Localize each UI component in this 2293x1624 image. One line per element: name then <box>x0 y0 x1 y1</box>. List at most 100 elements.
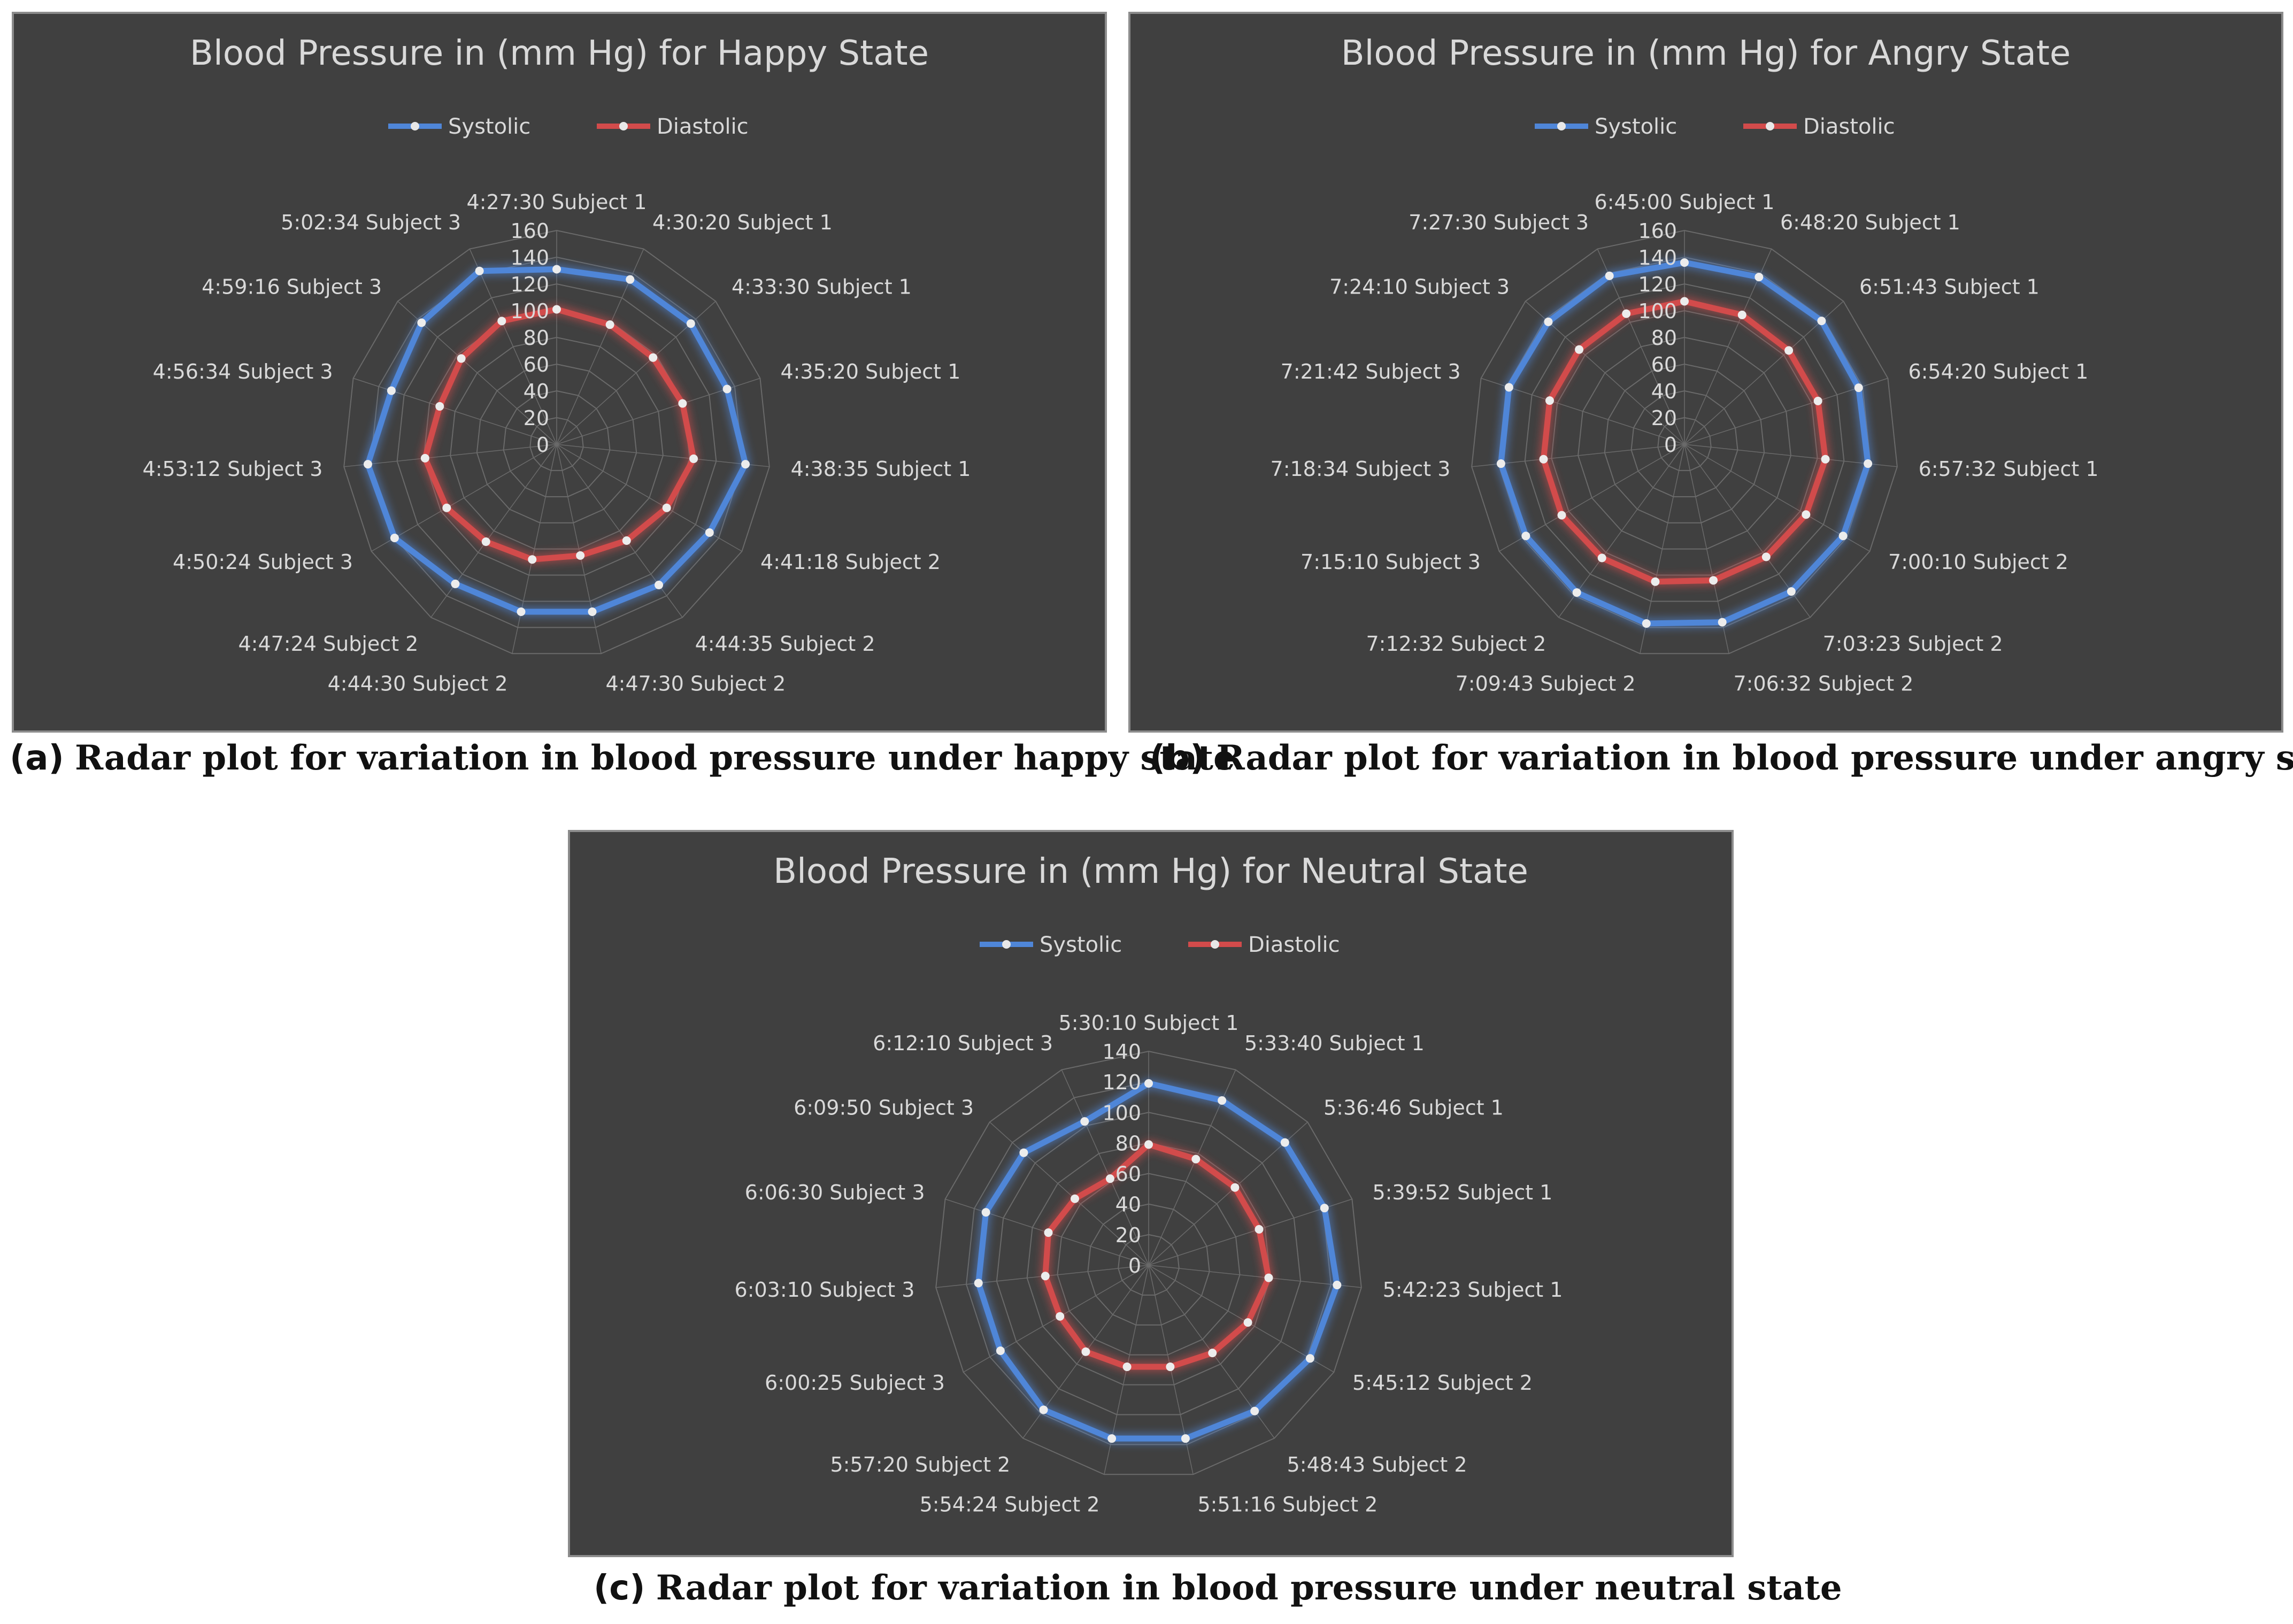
category-label: 7:21:42 Subject 3 <box>1281 360 1461 383</box>
category-label: 6:12:10 Subject 3 <box>873 1032 1053 1055</box>
category-label: 5:42:23 Subject 1 <box>1383 1278 1563 1302</box>
data-point-systolic-8 <box>1107 1434 1117 1443</box>
grid-spoke <box>556 444 683 618</box>
legend-marker-diastolic <box>619 122 628 130</box>
tick-label: 40 <box>524 380 549 403</box>
grid-spoke <box>344 444 557 467</box>
series-systolic <box>974 1079 1342 1443</box>
data-point-systolic-14 <box>1605 271 1614 280</box>
grid-spoke <box>1525 301 1685 445</box>
category-label: 6:57:32 Subject 1 <box>1919 457 2099 481</box>
tick-label: 100 <box>1638 299 1677 323</box>
grid-spoke <box>1597 249 1685 445</box>
category-label: 7:15:10 Subject 3 <box>1301 550 1481 574</box>
category-label: 7:24:10 Subject 3 <box>1329 275 1510 299</box>
data-point-diastolic-4 <box>1821 455 1830 464</box>
data-point-diastolic-11 <box>1539 455 1548 464</box>
grid-ring <box>343 229 770 655</box>
data-point-systolic-12 <box>981 1208 990 1217</box>
caption-letter: (b) <box>1150 738 1206 778</box>
grid-spoke <box>556 444 742 552</box>
grid-spoke <box>1148 1265 1334 1373</box>
data-point-systolic-1 <box>1755 273 1764 282</box>
series-line-systolic <box>365 266 749 615</box>
grid <box>1471 229 1898 655</box>
category-label: 5:51:16 Subject 2 <box>1197 1492 1378 1516</box>
tick-label: 140 <box>1102 1040 1141 1064</box>
category-label: 7:09:43 Subject 2 <box>1456 672 1636 695</box>
grid-spoke <box>1684 444 1897 467</box>
data-point-diastolic-5 <box>662 503 671 512</box>
grid-spoke <box>430 444 557 618</box>
category-label: 5:30:10 Subject 1 <box>1059 1011 1239 1035</box>
grid <box>935 1050 1362 1475</box>
data-point-systolic-3 <box>1854 383 1863 392</box>
category-label: 4:33:30 Subject 1 <box>732 275 912 299</box>
data-point-diastolic-13 <box>457 354 466 363</box>
grid <box>343 229 770 655</box>
grid-spoke <box>556 444 770 467</box>
data-point-diastolic-6 <box>622 536 631 545</box>
tick-label: 0 <box>1128 1254 1141 1277</box>
data-point-systolic-4 <box>1333 1281 1342 1290</box>
category-label: 4:53:12 Subject 3 <box>143 457 323 481</box>
data-point-diastolic-3 <box>678 399 687 408</box>
grid-spoke <box>963 1265 1149 1373</box>
series-diastolic <box>1041 1140 1273 1372</box>
grid-spoke <box>353 378 557 445</box>
data-point-diastolic-7 <box>1709 576 1718 585</box>
data-point-systolic-7 <box>1181 1434 1190 1443</box>
data-point-systolic-9 <box>1039 1405 1048 1414</box>
data-point-diastolic-2 <box>1784 346 1794 355</box>
grid-ring <box>476 363 637 524</box>
data-point-systolic-12 <box>387 386 396 395</box>
data-point-diastolic-10 <box>1056 1312 1065 1321</box>
data-point-systolic-3 <box>722 384 732 394</box>
grid-ring <box>1524 283 1845 602</box>
data-point-systolic-4 <box>741 460 750 469</box>
tick-label: 60 <box>1651 353 1677 376</box>
data-point-diastolic-13 <box>1070 1194 1079 1203</box>
legend-label-diastolic: Diastolic <box>657 114 749 139</box>
category-label: 4:59:16 Subject 3 <box>202 275 382 299</box>
category-label: 6:45:00 Subject 1 <box>1595 190 1775 214</box>
data-point-systolic-14 <box>1080 1117 1089 1126</box>
data-point-diastolic-11 <box>1041 1272 1050 1281</box>
data-point-diastolic-13 <box>1575 345 1584 354</box>
category-label: 7:27:30 Subject 3 <box>1409 211 1589 234</box>
data-point-systolic-4 <box>1864 459 1873 468</box>
grid-spoke <box>1640 444 1685 654</box>
category-label: 4:47:24 Subject 2 <box>238 632 418 656</box>
data-point-systolic-9 <box>451 579 460 588</box>
data-point-systolic-10 <box>1521 532 1530 541</box>
legend-label-systolic: Systolic <box>1040 933 1122 957</box>
tick-label: 100 <box>510 299 549 323</box>
data-point-diastolic-14 <box>1622 309 1631 318</box>
data-point-systolic-1 <box>626 275 635 284</box>
data-point-systolic-10 <box>390 534 399 542</box>
grid-spoke <box>1472 444 1685 467</box>
tick-label: 140 <box>1638 246 1677 270</box>
legend: Systolic Diastolic <box>388 114 749 139</box>
legend-marker-diastolic <box>1211 940 1219 949</box>
category-label: 6:48:20 Subject 1 <box>1780 211 1960 234</box>
category-label: 4:27:30 Subject 1 <box>467 190 647 214</box>
data-point-systolic-11 <box>1496 459 1505 468</box>
tick-label: 100 <box>1102 1101 1141 1125</box>
radar-chart-happy: Blood Pressure in (mm Hg) for Happy Stat… <box>12 12 1107 733</box>
grid-spoke <box>1684 301 1844 445</box>
data-point-diastolic-0 <box>552 305 561 314</box>
grid-ring <box>370 256 744 628</box>
grid-ring <box>935 1050 1362 1475</box>
category-label: 7:00:10 Subject 2 <box>1888 550 2068 574</box>
data-point-diastolic-11 <box>420 453 429 463</box>
tick-labels: 0 20 40 60 80 100 120 140 <box>1102 1040 1141 1277</box>
legend-label-diastolic: Diastolic <box>1248 933 1340 957</box>
data-point-systolic-9 <box>1572 588 1581 597</box>
tick-label: 0 <box>1664 433 1677 457</box>
category-label: 6:54:20 Subject 1 <box>1908 360 2088 383</box>
radar-svg-happy: Blood Pressure in (mm Hg) for Happy Stat… <box>143 34 971 695</box>
tick-label: 20 <box>1115 1223 1141 1247</box>
data-point-diastolic-7 <box>576 551 585 560</box>
grid-spoke <box>1499 444 1685 552</box>
